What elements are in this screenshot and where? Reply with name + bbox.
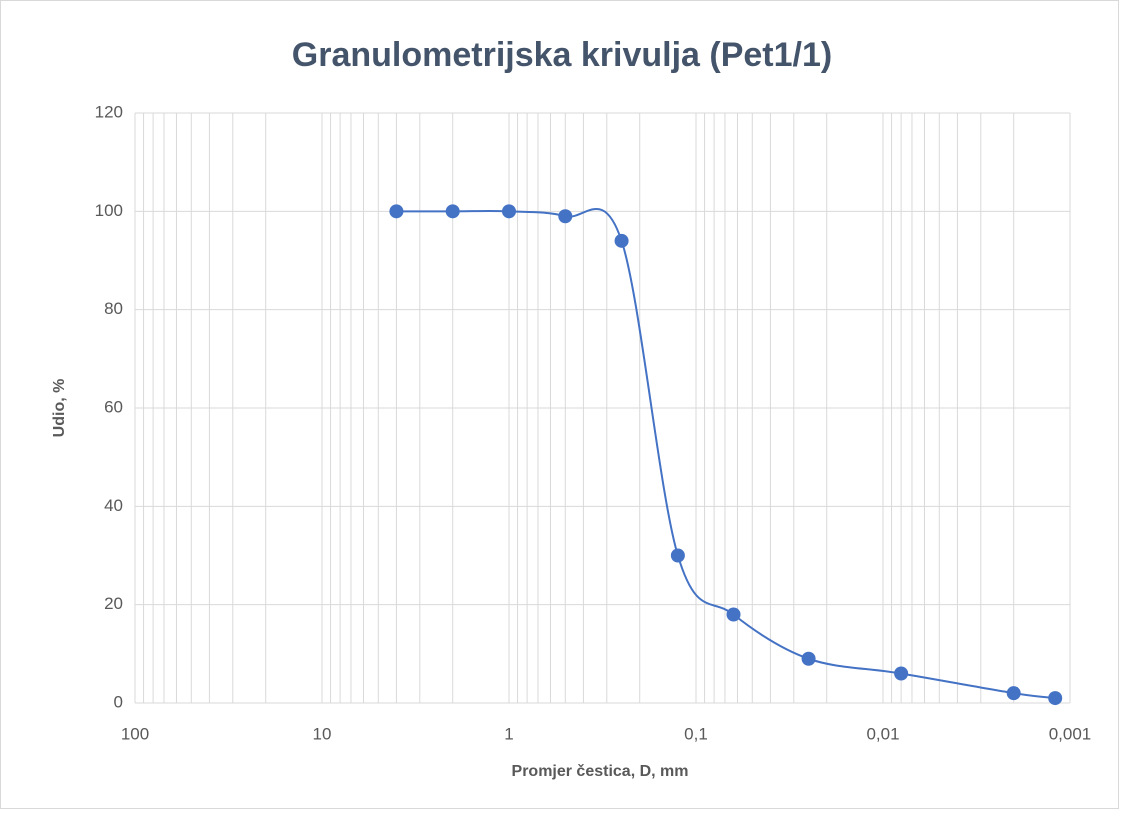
- y-tick-label: 0: [114, 692, 123, 711]
- data-point: [726, 607, 741, 622]
- y-tick-label: 60: [104, 397, 123, 416]
- data-point: [445, 204, 460, 219]
- x-tick-label: 10: [313, 724, 332, 743]
- x-tick-label: 0,001: [1049, 724, 1092, 743]
- y-tick-label: 120: [95, 102, 123, 121]
- y-tick-label: 100: [95, 201, 123, 220]
- y-axis-label: Udio, %: [51, 379, 68, 438]
- data-point: [502, 204, 516, 219]
- data-point: [1006, 686, 1021, 701]
- x-tick-label: 0,1: [684, 724, 708, 743]
- y-tick-label: 80: [104, 299, 123, 318]
- data-point: [558, 209, 573, 224]
- chart-title: Granulometrijska krivulja (Pet1/1): [292, 36, 832, 74]
- data-point: [894, 666, 909, 681]
- x-tick-label: 100: [121, 724, 149, 743]
- x-tick-label: 0,01: [866, 724, 899, 743]
- x-tick-label: 1: [504, 724, 513, 743]
- data-point: [614, 233, 629, 248]
- y-tick-label: 40: [104, 496, 123, 515]
- data-point: [389, 204, 404, 219]
- data-point: [801, 651, 816, 666]
- data-point: [670, 548, 685, 563]
- x-axis-label: Promjer čestica, D, mm: [512, 763, 689, 780]
- data-point: [1048, 691, 1063, 706]
- y-tick-label: 20: [104, 594, 123, 613]
